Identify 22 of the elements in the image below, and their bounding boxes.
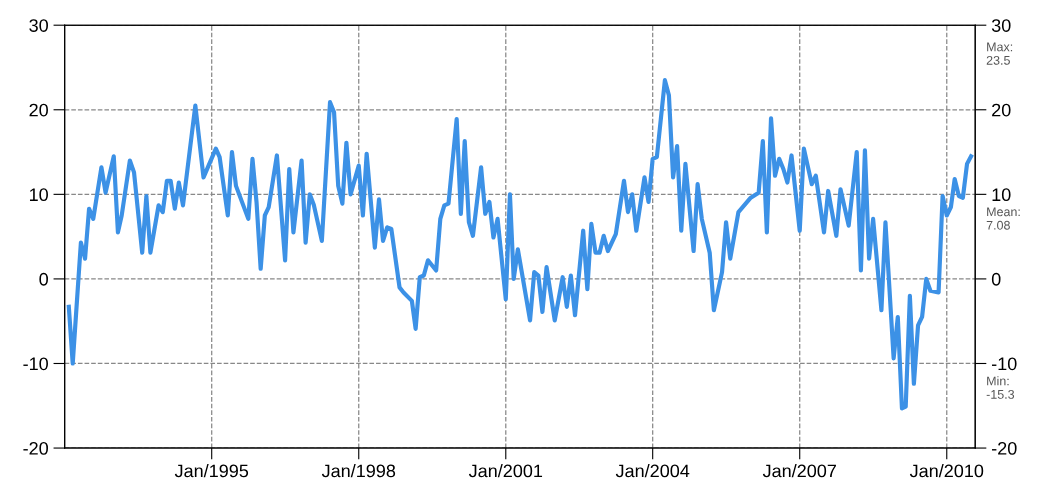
y2-tick-label: 0 xyxy=(991,272,1001,286)
line-series xyxy=(66,78,974,411)
x-tick-label: Jan/2010 xyxy=(909,464,984,478)
y-tick-label: 0 xyxy=(39,272,48,286)
y2-tick-label: 10 xyxy=(992,188,1011,202)
y-tick-label: 10 xyxy=(29,188,48,202)
y2-tick-label: -20 xyxy=(991,441,1017,455)
x-tick-label: Jan/1998 xyxy=(321,464,396,478)
x-tick-label: Jan/1995 xyxy=(174,464,249,478)
text: Max: 23.5 xyxy=(986,42,1013,65)
y-tick-label: 20 xyxy=(29,103,48,117)
y2-tick-label: 30 xyxy=(991,19,1011,32)
y-tick-label: -20 xyxy=(23,441,48,455)
y2-tick-label: -10 xyxy=(991,357,1017,371)
x-tick-label: Jan/2004 xyxy=(615,464,690,478)
y-tick-label: 30 xyxy=(29,19,48,32)
y-tick-label: -10 xyxy=(23,357,48,371)
text: Min: -15.3 xyxy=(986,376,1015,399)
x-tick-label: Jan/2007 xyxy=(762,464,836,478)
y2-tick-label: 20 xyxy=(992,103,1011,117)
text: Mean: 7.08 xyxy=(986,207,1020,230)
x-tick-label: Jan/2001 xyxy=(468,464,543,478)
